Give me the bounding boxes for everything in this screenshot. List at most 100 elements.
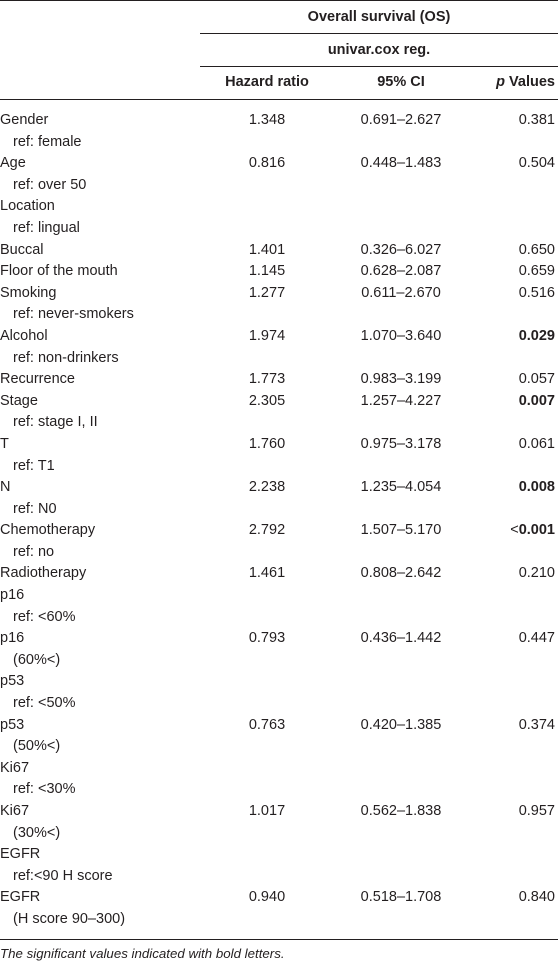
table-row: ref: <30%	[0, 779, 558, 801]
row-sublabel: ref: <50%	[13, 695, 76, 712]
p-value: 0.650	[518, 241, 555, 258]
ci-cell: 1.235–4.054	[360, 479, 442, 496]
row-sublabel: ref: T1	[13, 457, 55, 474]
row-label: EGFR	[0, 889, 41, 906]
row-sublabel: ref: over 50	[13, 176, 87, 193]
table-row: T 1.760 0.975–3.178 0.061	[0, 434, 558, 456]
p-value-cell: 0.374	[468, 715, 555, 737]
column-header-p-italic: p	[496, 74, 506, 90]
p-value: 0.957	[518, 803, 555, 819]
ci-cell: 0.326–6.027	[360, 241, 442, 258]
hazard-ratio-cell: 1.145	[248, 263, 286, 280]
row-label: Ki67	[0, 759, 30, 776]
hazard-ratio-cell: 0.940	[248, 889, 286, 906]
table-row: Age 0.816 0.448–1.483 0.504	[0, 153, 558, 175]
column-header-hazard-ratio: Hazard ratio	[225, 74, 309, 90]
hazard-ratio-cell: 2.238	[248, 479, 286, 496]
row-sublabel: (50%<)	[13, 738, 61, 755]
hazard-ratio-cell: 0.763	[248, 716, 286, 733]
row-sublabel: ref: never-smokers	[13, 306, 134, 323]
p-value: 0.007	[518, 392, 555, 409]
row-label: Recurrence	[0, 371, 75, 388]
row-label: Floor of the mouth	[0, 263, 118, 280]
row-sublabel: ref: lingual	[13, 219, 80, 236]
column-header-ci: 95% CI	[377, 74, 425, 90]
table-row: p53 0.763 0.420–1.385 0.374	[0, 715, 558, 737]
hazard-ratio-cell: 2.792	[248, 522, 286, 539]
hazard-ratio-cell: 0.793	[248, 630, 286, 647]
table-row: ref:<90 H score	[0, 866, 558, 888]
table-footnote: The significant values indicated with bo…	[0, 946, 285, 961]
table-row: Recurrence 1.773 0.983–3.199 0.057	[0, 369, 558, 391]
table-row: ref: lingual	[0, 218, 558, 240]
row-label: Chemotherapy	[0, 522, 96, 539]
row-label: Stage	[0, 392, 38, 409]
table-row: p53	[0, 671, 558, 693]
table-bottom-rule	[0, 939, 558, 940]
column-header-p-values: p Values	[468, 74, 555, 90]
ci-cell: 0.562–1.838	[360, 803, 442, 819]
ci-cell: 0.975–3.178	[360, 435, 442, 452]
table-row: p16	[0, 585, 558, 607]
ci-cell: 0.420–1.385	[360, 716, 442, 733]
row-label: Gender	[0, 112, 49, 128]
p-value-cell: 0.381	[468, 110, 555, 132]
p-value-cell: 0.008	[468, 477, 555, 499]
ci-cell: 0.436–1.442	[360, 630, 442, 647]
row-sublabel: ref:<90 H score	[13, 867, 113, 884]
row-label: Age	[0, 155, 26, 172]
p-value-cell: 0.029	[468, 326, 555, 348]
table-row: (30%<)	[0, 823, 558, 845]
row-sublabel: ref: female	[13, 133, 82, 150]
p-value: 0.516	[518, 284, 555, 301]
ci-cell: 1.070–3.640	[360, 327, 442, 344]
p-value-cell: 0.659	[468, 261, 555, 283]
ci-cell: 0.611–2.670	[361, 284, 441, 301]
table-row: ref: stage I, II	[0, 412, 558, 434]
row-sublabel: ref: no	[13, 543, 55, 560]
row-label: p16	[0, 587, 25, 604]
hazard-ratio-cell: 1.348	[248, 112, 286, 128]
table-row: (60%<)	[0, 650, 558, 672]
row-label: p16	[0, 630, 25, 647]
row-label: Alcohol	[0, 327, 48, 344]
table-row: ref: never-smokers	[0, 304, 558, 326]
row-sublabel: (H score 90–300)	[13, 910, 126, 927]
p-value: 0.210	[518, 565, 555, 582]
table-row: ref: non-drinkers	[0, 348, 558, 370]
hazard-ratio-cell: 1.974	[248, 327, 286, 344]
table-body: Gender 1.348 0.691–2.627 0.381 ref: female Ag…	[0, 110, 558, 931]
ci-cell: 0.518–1.708	[360, 889, 442, 906]
method-title-rule	[200, 66, 558, 67]
row-label: p53	[0, 673, 25, 690]
row-sublabel: ref: non-drinkers	[13, 349, 119, 366]
ci-cell: 0.448–1.483	[360, 155, 442, 172]
column-header-p-rest: Values	[505, 74, 555, 90]
table-row: ref: female	[0, 132, 558, 154]
table-row: Radiotherapy 1.461 0.808–2.642 0.210	[0, 563, 558, 585]
table-row: Chemotherapy 2.792 1.507–5.170 <0.001	[0, 520, 558, 542]
p-value: 0.504	[518, 155, 555, 172]
p-value-cell: 0.447	[468, 628, 555, 650]
p-value: 0.029	[518, 327, 555, 344]
table-row: Location	[0, 196, 558, 218]
table-row: p16 0.793 0.436–1.442 0.447	[0, 628, 558, 650]
row-label: Location	[0, 198, 55, 215]
group-title-rule	[200, 33, 558, 34]
row-label: Smoking	[0, 284, 57, 301]
table-row: (H score 90–300)	[0, 909, 558, 931]
p-value: 0.840	[518, 889, 555, 906]
table-row: EGFR 0.940 0.518–1.708 0.840	[0, 887, 558, 909]
method-title: univar.cox reg.	[327, 42, 431, 58]
hazard-ratio-cell: 1.773	[248, 371, 286, 388]
table-row: EGFR	[0, 844, 558, 866]
table-row: ref: <60%	[0, 607, 558, 629]
row-label: N	[0, 479, 11, 496]
p-value: 0.061	[518, 435, 555, 452]
p-value: 0.374	[518, 716, 555, 733]
row-sublabel: ref: <60%	[13, 608, 76, 625]
p-value-cell: <0.001	[468, 520, 555, 542]
row-label: T	[0, 435, 9, 452]
hazard-ratio-cell: 1.760	[248, 435, 286, 452]
table-row: Buccal 1.401 0.326–6.027 0.650	[0, 240, 558, 262]
